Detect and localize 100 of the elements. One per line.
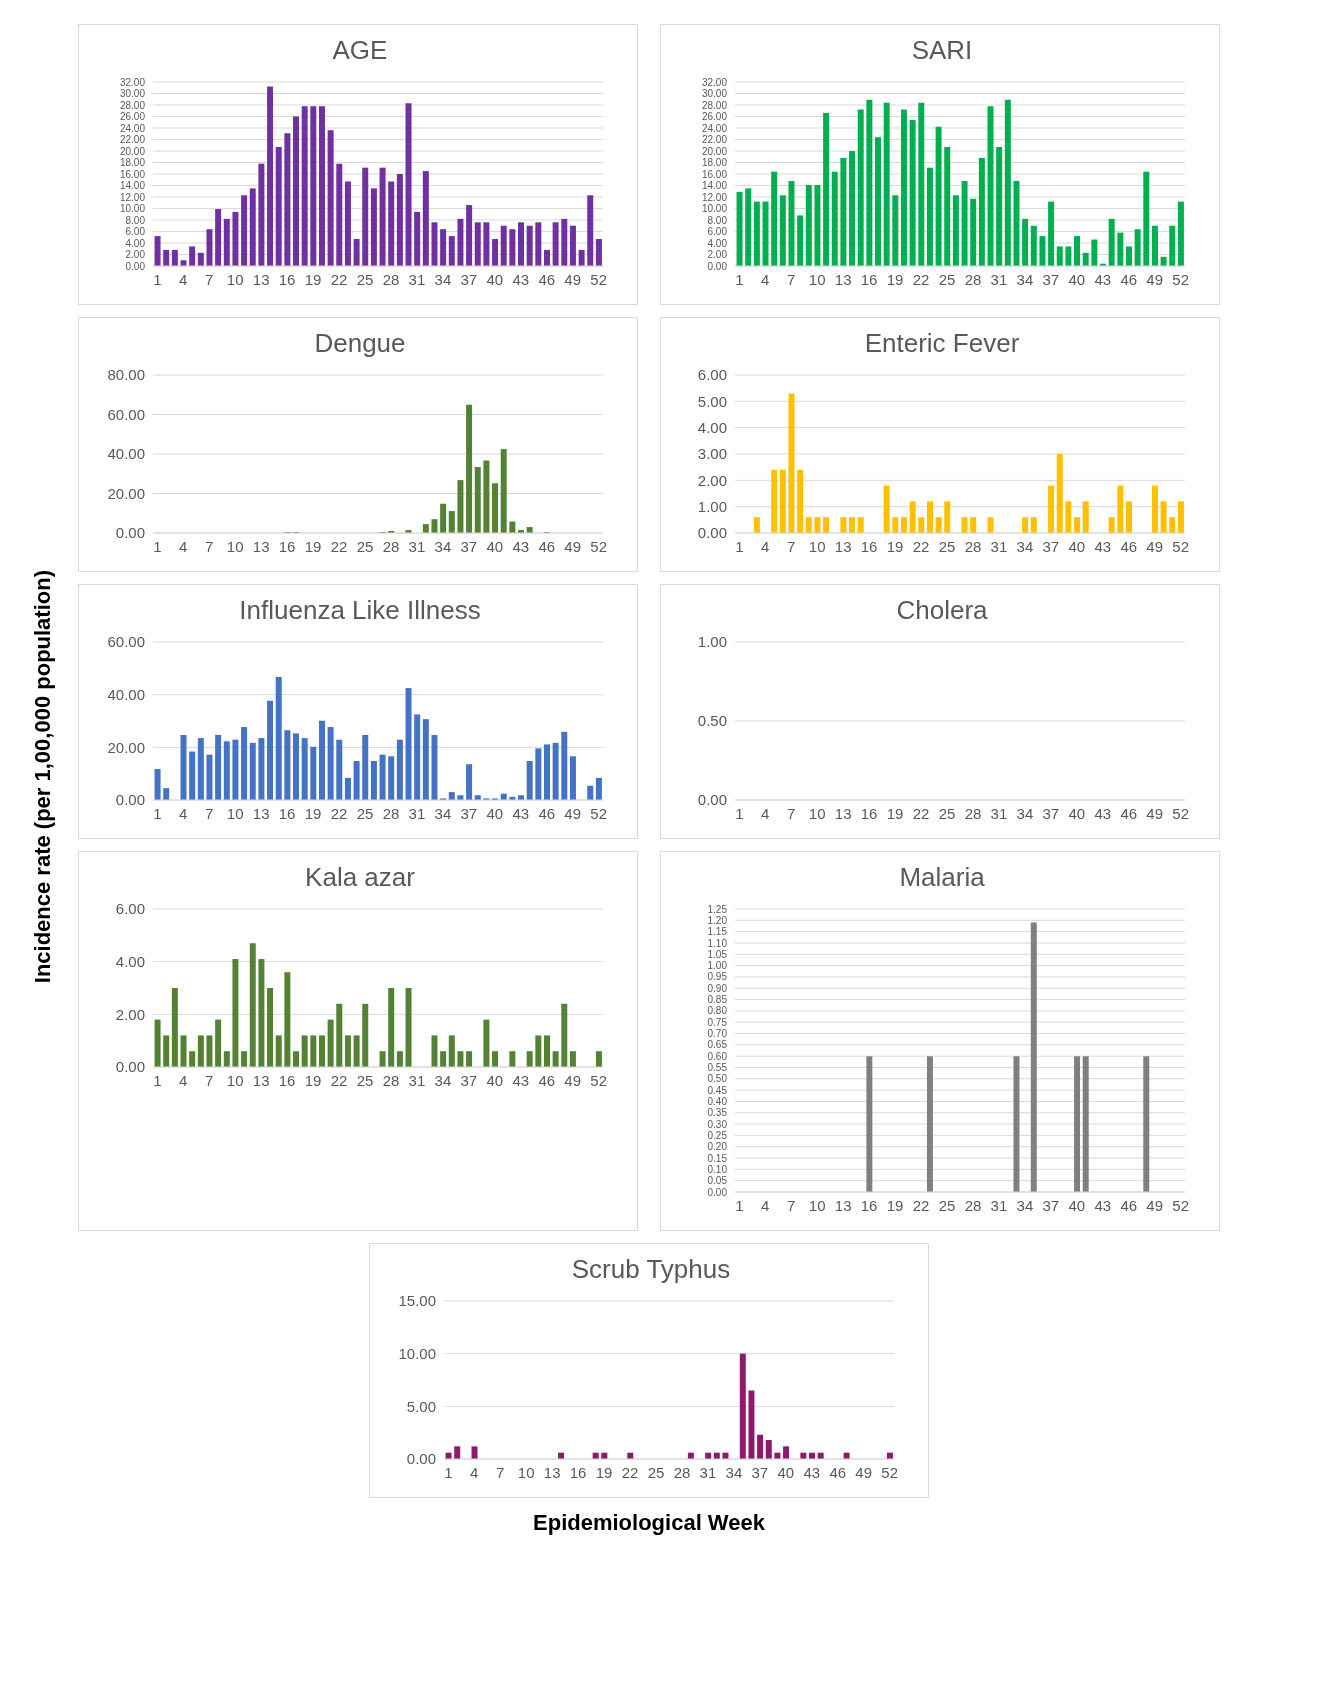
- x-tick-label: 52: [1172, 537, 1190, 555]
- x-tick-label: 25: [356, 1071, 374, 1089]
- y-tick-label: 0.00: [707, 260, 728, 272]
- x-tick-label: 19: [886, 1196, 904, 1214]
- x-tick-label: 28: [964, 270, 982, 288]
- x-tick-label: 28: [382, 1071, 400, 1089]
- x-tick-label: 10: [226, 804, 244, 822]
- x-tick-label: 1: [153, 537, 162, 555]
- x-tick-label: 43: [512, 804, 530, 822]
- x-tick-label: 34: [434, 537, 452, 555]
- x-tick-label: 43: [512, 270, 530, 288]
- y-tick-label: 0.00: [115, 524, 145, 542]
- x-tick-label: 1: [735, 1196, 744, 1214]
- x-tick-label: 13: [543, 1463, 561, 1481]
- y-tick-label: 14.00: [701, 180, 728, 192]
- y-tick-label: 1.00: [707, 960, 728, 972]
- chart-title: Scrub Typhus: [570, 1254, 732, 1285]
- x-tick-label: 40: [1068, 1196, 1086, 1214]
- x-tick-label: 19: [886, 537, 904, 555]
- x-tick-label: 49: [564, 804, 582, 822]
- x-tick-label: 43: [1094, 537, 1112, 555]
- y-tick-label: 1.00: [697, 633, 727, 651]
- x-tick-label: 52: [1172, 270, 1190, 288]
- y-tick-label: 2.00: [115, 1005, 145, 1023]
- x-tick-label: 49: [855, 1463, 873, 1481]
- y-tick-label: 0.00: [707, 1186, 728, 1198]
- y-tick-label: 24.00: [701, 122, 728, 134]
- y-tick-label: 60.00: [107, 405, 145, 423]
- x-tick-label: 19: [304, 270, 322, 288]
- x-tick-label: 46: [538, 804, 556, 822]
- y-tick-label: 28.00: [701, 99, 728, 111]
- x-tick-label: 13: [834, 270, 852, 288]
- y-tick-label: 6.00: [697, 366, 727, 384]
- x-tick-label: 43: [803, 1463, 821, 1481]
- chart-title: Influenza Like Illness: [238, 595, 482, 626]
- x-tick-label: 40: [486, 1071, 504, 1089]
- x-tick-label: 28: [382, 804, 400, 822]
- y-tick-label: 40.00: [107, 445, 145, 463]
- y-tick-label: 2.00: [707, 249, 728, 261]
- x-tick-label: 34: [1016, 804, 1034, 822]
- x-tick-label: 13: [252, 270, 270, 288]
- y-tick-label: 12.00: [701, 191, 728, 203]
- x-tick-label: 34: [434, 270, 452, 288]
- x-tick-label: 16: [278, 1071, 296, 1089]
- x-tick-label: 25: [356, 537, 374, 555]
- x-tick-label: 7: [205, 1071, 214, 1089]
- x-tick-label: 4: [761, 537, 770, 555]
- y-tick-label: 26.00: [701, 111, 728, 123]
- x-tick-label: 10: [808, 270, 826, 288]
- y-tick-label: 0.00: [406, 1450, 436, 1468]
- y-axis-title: Incidence rate (per 1,00,000 population): [30, 570, 56, 984]
- x-tick-label: 49: [1146, 270, 1164, 288]
- chart-title: Dengue: [313, 328, 407, 359]
- y-tick-label: 4.00: [707, 237, 728, 249]
- x-tick-label: 7: [787, 537, 796, 555]
- x-tick-label: 10: [226, 270, 244, 288]
- x-tick-label: 28: [964, 804, 982, 822]
- y-tick-label: 80.00: [107, 366, 145, 384]
- x-tick-label: 34: [1016, 537, 1034, 555]
- x-tick-label: 7: [205, 270, 214, 288]
- x-tick-label: 22: [912, 1196, 930, 1214]
- x-tick-label: 34: [1016, 270, 1034, 288]
- x-tick-label: 49: [1146, 537, 1164, 555]
- x-tick-label: 1: [735, 537, 744, 555]
- x-tick-label: 22: [621, 1463, 639, 1481]
- x-tick-label: 31: [408, 537, 426, 555]
- chart-title: Cholera: [895, 595, 989, 626]
- y-tick-label: 6.00: [115, 900, 145, 918]
- y-tick-label: 18.00: [119, 157, 146, 169]
- x-axis-title: Epidemiological Week: [532, 1510, 766, 1537]
- x-tick-label: 25: [938, 1196, 956, 1214]
- y-tick-label: 10.00: [119, 203, 146, 215]
- x-tick-label: 40: [486, 804, 504, 822]
- y-tick-label: 0.25: [707, 1129, 728, 1141]
- x-tick-label: 13: [834, 1196, 852, 1214]
- x-tick-label: 28: [382, 270, 400, 288]
- x-tick-label: 16: [278, 270, 296, 288]
- chart-title: Kala azar: [304, 862, 416, 893]
- y-tick-label: 16.00: [701, 168, 728, 180]
- y-tick-label: 0.40: [707, 1095, 728, 1107]
- x-tick-label: 10: [226, 537, 244, 555]
- y-tick-label: 0.10: [707, 1163, 728, 1175]
- x-tick-label: 4: [761, 270, 770, 288]
- x-tick-label: 4: [761, 804, 770, 822]
- x-tick-label: 16: [860, 804, 878, 822]
- x-tick-label: 19: [304, 1071, 322, 1089]
- y-tick-label: 1.10: [707, 937, 728, 949]
- y-tick-label: 32.00: [701, 76, 728, 88]
- x-tick-label: 22: [912, 537, 930, 555]
- y-tick-label: 26.00: [119, 111, 146, 123]
- y-tick-label: 0.00: [697, 791, 727, 809]
- y-tick-label: 0.50: [707, 1073, 728, 1085]
- y-tick-label: 28.00: [119, 99, 146, 111]
- x-tick-label: 4: [179, 270, 188, 288]
- y-tick-label: 6.00: [125, 226, 146, 238]
- y-tick-label: 0.55: [707, 1062, 728, 1074]
- x-tick-label: 52: [1172, 804, 1190, 822]
- x-tick-label: 16: [278, 804, 296, 822]
- x-tick-label: 16: [860, 537, 878, 555]
- y-tick-label: 12.00: [119, 191, 146, 203]
